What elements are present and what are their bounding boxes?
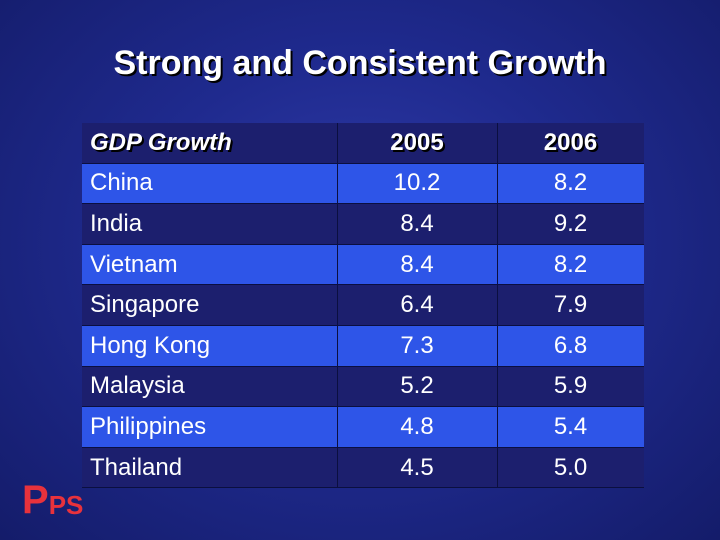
value-2006-cell: 7.9 [553, 291, 588, 319]
column-divider [497, 204, 498, 244]
gdp-growth-table: GDP Growth 2005 2006 China 10.2 8.2 Indi… [82, 123, 644, 489]
column-divider [497, 366, 498, 407]
column-divider [497, 447, 498, 488]
column-divider [497, 244, 498, 285]
value-2006-cell: 8.2 [553, 250, 588, 278]
slide-title: Strong and Consistent Growth [113, 44, 607, 82]
value-2005-cell: 4.5 [400, 453, 434, 481]
logo-letters-ps: PS [48, 490, 84, 520]
pps-logo: P PS [22, 478, 83, 520]
value-2005-cell: 10.2 [393, 169, 441, 197]
country-cell: China [90, 169, 153, 197]
country-cell: Singapore [90, 291, 200, 319]
table-row: Philippines 4.8 5.4 [82, 407, 644, 448]
value-2006-cell: 5.0 [553, 453, 588, 481]
column-divider [497, 123, 498, 163]
column-divider [337, 447, 338, 488]
header-country: GDP Growth [90, 128, 232, 156]
value-2006-cell: 5.4 [553, 412, 588, 440]
table-row: Hong Kong 7.3 6.8 [82, 325, 644, 367]
value-2005-cell: 7.3 [400, 331, 434, 359]
value-2005-cell: 4.8 [400, 412, 434, 440]
value-2005-cell: 5.2 [400, 372, 434, 400]
column-divider [497, 325, 498, 366]
value-2005-cell: 6.4 [400, 291, 434, 319]
value-2006-cell: 8.2 [553, 169, 588, 197]
column-divider [337, 163, 338, 204]
table-header-row: GDP Growth 2005 2006 [82, 123, 644, 164]
column-divider [337, 204, 338, 244]
column-divider [337, 123, 338, 163]
table-row: China 10.2 8.2 [82, 163, 644, 205]
header-2005: 2005 [390, 128, 444, 156]
logo-letter-p: P [22, 478, 49, 522]
country-cell: Philippines [90, 412, 207, 440]
table-row: Singapore 6.4 7.9 [82, 285, 644, 326]
table-row: India 8.4 9.2 [82, 204, 644, 245]
country-cell: India [90, 209, 143, 237]
value-2005-cell: 8.4 [400, 250, 434, 278]
table-row: Thailand 4.5 5.0 [82, 447, 644, 489]
column-divider [497, 407, 498, 447]
value-2006-cell: 5.9 [553, 372, 588, 400]
country-cell: Thailand [90, 453, 183, 481]
column-divider [497, 285, 498, 325]
country-cell: Hong Kong [90, 331, 211, 359]
country-cell: Vietnam [90, 250, 178, 278]
value-2006-cell: 6.8 [553, 331, 588, 359]
column-divider [337, 244, 338, 285]
column-divider [337, 407, 338, 447]
column-divider [337, 366, 338, 407]
column-divider [337, 325, 338, 366]
country-cell: Malaysia [90, 372, 185, 400]
value-2006-cell: 9.2 [553, 209, 588, 237]
column-divider [337, 285, 338, 325]
header-2006: 2006 [543, 128, 598, 156]
value-2005-cell: 8.4 [400, 209, 434, 237]
table-row: Malaysia 5.2 5.9 [82, 366, 644, 408]
column-divider [497, 163, 498, 204]
table-row: Vietnam 8.4 8.2 [82, 244, 644, 286]
